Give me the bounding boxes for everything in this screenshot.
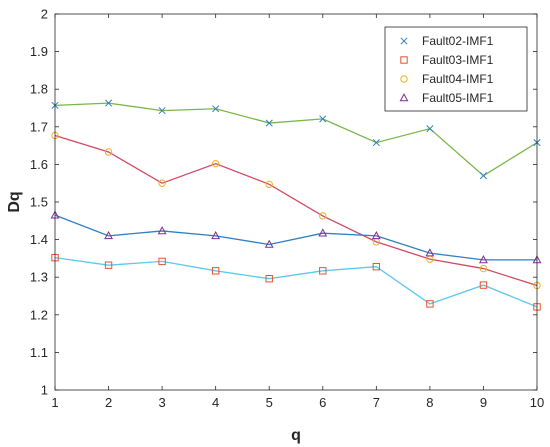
legend-marker (399, 93, 409, 102)
legend-label: Fault04-IMF1 (422, 72, 494, 86)
x-tick-label: 3 (158, 395, 165, 410)
x-tick-label: 9 (480, 395, 487, 410)
y-tick-label: 1 (41, 383, 48, 398)
legend: Fault02-IMF1 Fault03-IMF1 Fault04-IMF1 Faul… (384, 26, 528, 112)
legend-box (384, 26, 528, 112)
legend-marker (400, 37, 408, 45)
series-1 (51, 99, 541, 180)
series-line (54, 102, 538, 177)
data-point (425, 248, 435, 257)
data-point (104, 261, 113, 269)
data-point (479, 255, 488, 264)
y-tick-label: 1.6 (30, 157, 48, 172)
data-point (105, 99, 113, 107)
series-line (54, 257, 538, 308)
series-line (54, 214, 537, 261)
data-point (265, 119, 273, 127)
data-point (319, 115, 327, 123)
data-point (426, 300, 434, 308)
series-4 (50, 210, 542, 264)
y-tick-label: 2 (41, 7, 48, 22)
legend-entry: Fault05-IMF1 (399, 91, 494, 105)
data-point (211, 159, 220, 168)
x-tick-label: 10 (530, 395, 544, 410)
data-point (212, 105, 220, 113)
data-point (104, 230, 113, 240)
y-tick-label: 1.7 (30, 119, 48, 134)
y-tick-label: 1.8 (30, 82, 48, 97)
legend-entry: Fault02-IMF1 (400, 34, 494, 48)
data-point (158, 179, 166, 187)
x-tick-label: 7 (373, 395, 380, 410)
y-tick-label: 1.1 (30, 345, 48, 360)
legend-entry: Fault04-IMF1 (400, 72, 494, 86)
y-tick-label: 1.4 (30, 232, 48, 247)
x-tick-label: 4 (212, 395, 219, 410)
legend-marker (400, 75, 408, 83)
x-tick-label: 8 (426, 395, 433, 410)
series-layer (50, 99, 542, 311)
data-point (372, 139, 380, 147)
data-point (265, 180, 273, 189)
series-line (54, 134, 538, 287)
data-point (265, 275, 273, 283)
data-point (319, 267, 327, 275)
y-tick-label: 1.5 (30, 195, 48, 210)
y-tick-label: 1.3 (30, 270, 48, 285)
x-axis-title: q (291, 427, 301, 444)
data-point (318, 228, 328, 237)
data-point (104, 148, 113, 156)
legend-label: Fault05-IMF1 (422, 91, 494, 105)
data-point (157, 226, 167, 235)
y-tick-label: 1.9 (30, 44, 48, 59)
legend-entry: Fault03-IMF1 (400, 53, 494, 67)
data-point (158, 107, 166, 115)
data-point (319, 212, 327, 220)
legend-label: Fault03-IMF1 (422, 53, 494, 67)
y-axis-title: Dq (6, 191, 23, 212)
data-point (211, 230, 221, 240)
axes-layer: 1 2 3 4 5 6 7 8 9 10 1 1.1 1.2 1.3 1.4 1.5 1.6 1.7 1.8 1.9 2 (30, 7, 544, 411)
legend-label: Fault02-IMF1 (422, 34, 494, 48)
data-point (371, 230, 381, 240)
data-point (372, 262, 381, 271)
x-tick-label: 2 (105, 395, 112, 410)
data-point (211, 267, 220, 275)
legend-marker (400, 56, 408, 64)
data-point (158, 257, 166, 266)
x-tick-label: 1 (51, 395, 58, 410)
data-point (479, 264, 488, 273)
data-point (479, 281, 488, 289)
data-point (479, 172, 487, 180)
data-point (264, 239, 274, 248)
data-point (426, 125, 434, 133)
x-tick-label: 5 (266, 395, 273, 410)
x-tick-label: 6 (319, 395, 326, 410)
y-tick-label: 1.2 (30, 307, 48, 322)
